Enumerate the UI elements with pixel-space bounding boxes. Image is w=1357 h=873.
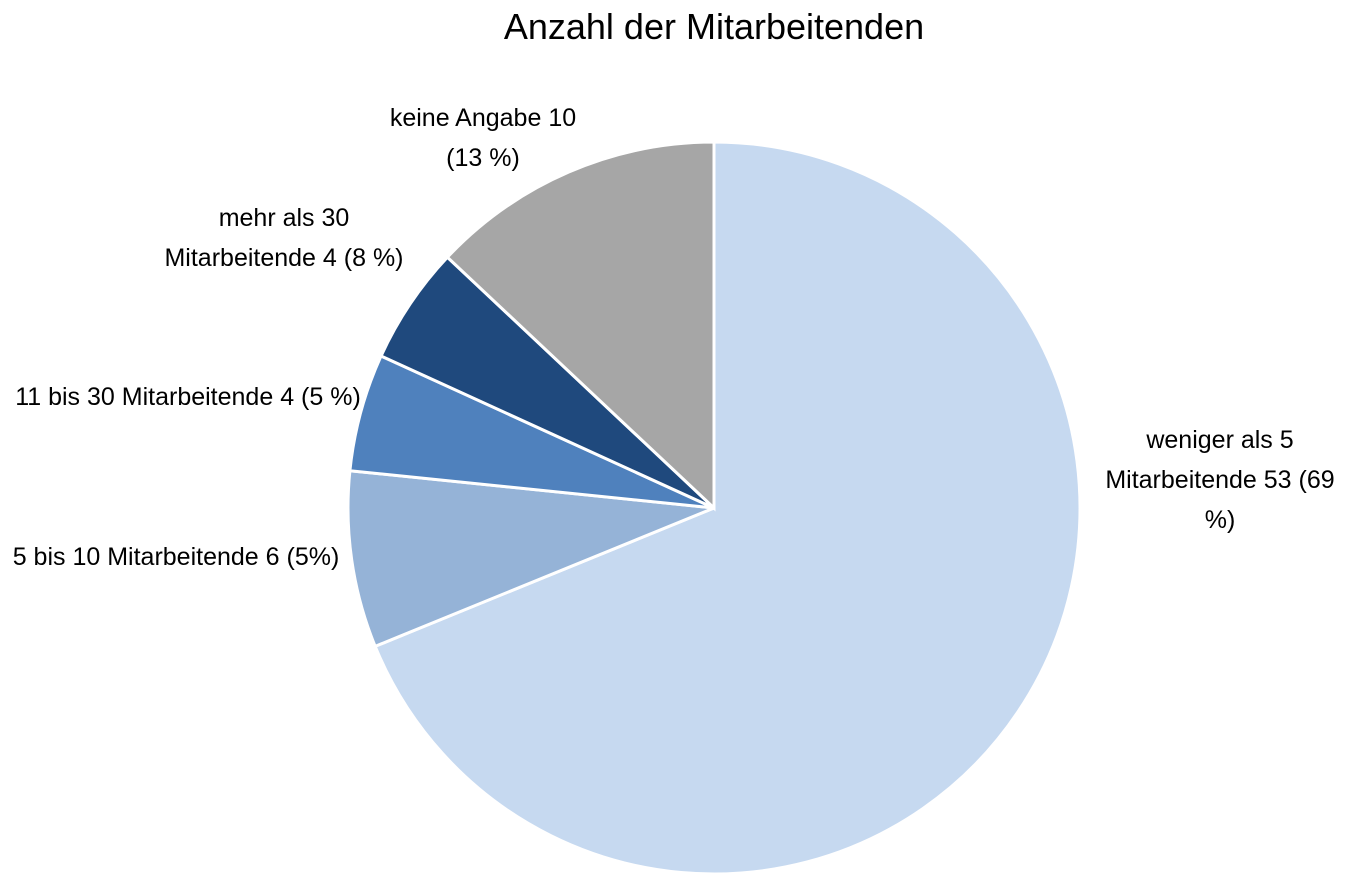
pie-slice xyxy=(445,140,716,512)
slice-value-label: 4 (5 %) xyxy=(280,383,361,411)
slice-value-label: 53 (69 %) xyxy=(1204,466,1335,534)
pie-slice xyxy=(346,469,715,649)
slice-label: 5 bis 10 Mitarbeitende 6 (5%) xyxy=(11,537,341,577)
slice-category: mehr als 30 Mitarbeitende xyxy=(164,204,350,272)
pie-slice xyxy=(373,140,1082,873)
slice-category: 11 bis 30 Mitarbeitende xyxy=(15,383,274,411)
slice-value-label: 6 (5%) xyxy=(265,543,340,571)
slice-category: keine Angabe xyxy=(389,104,542,132)
slice-category: 5 bis 10 Mitarbeitende xyxy=(12,543,259,571)
slice-value-label: 10 (13 %) xyxy=(446,104,577,172)
slice-category: weniger als 5 Mitarbeitende xyxy=(1105,426,1294,494)
slice-label: weniger als 5 Mitarbeitende 53 (69 %) xyxy=(1100,420,1340,540)
slice-label: keine Angabe 10 (13 %) xyxy=(378,98,588,178)
slice-label: mehr als 30 Mitarbeitende 4 (8 %) xyxy=(164,198,404,278)
slice-label: 11 bis 30 Mitarbeitende 4 (5 %) xyxy=(13,377,363,417)
slice-value-label: 4 (8 %) xyxy=(322,244,404,272)
chart-title: Anzahl der Mitarbeitenden xyxy=(503,6,925,47)
